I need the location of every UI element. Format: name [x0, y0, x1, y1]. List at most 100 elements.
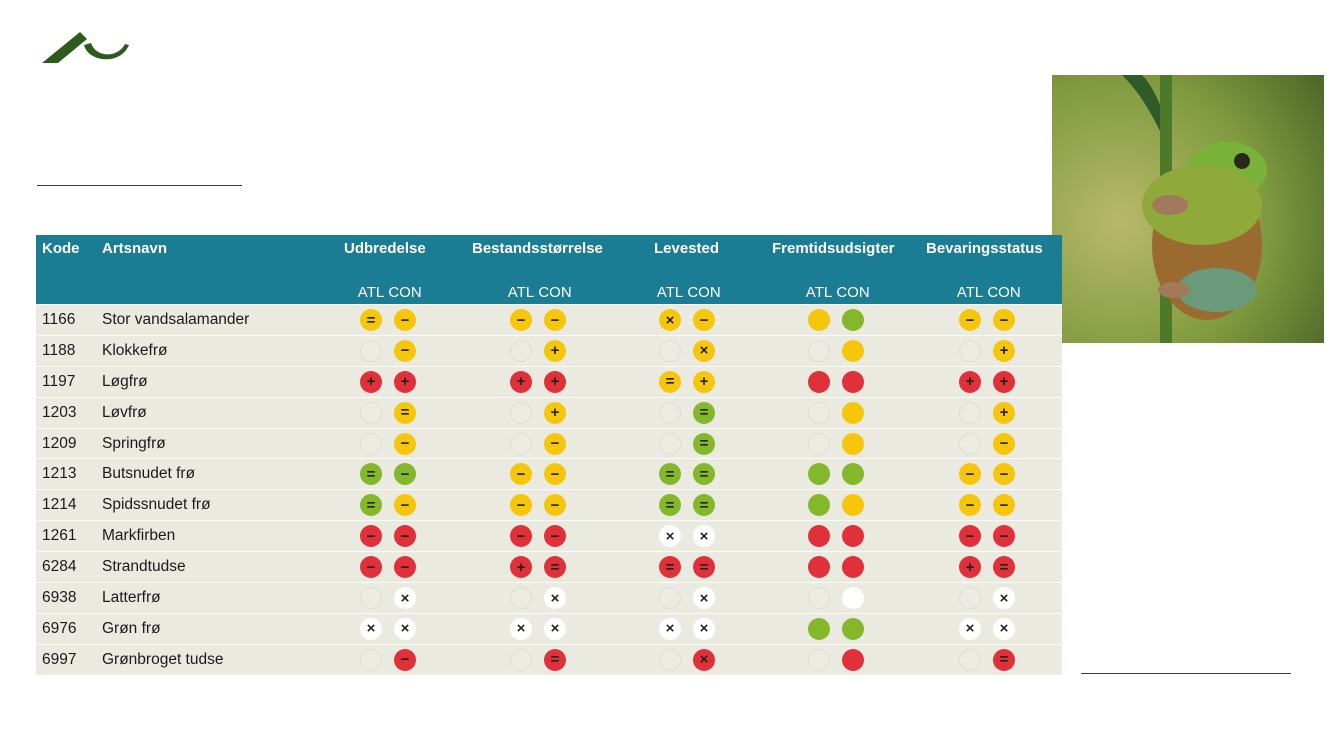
status-dot: [808, 401, 830, 424]
status-dot: +: [360, 370, 382, 393]
header-name: Artsnavn: [102, 240, 168, 257]
status-dot: +: [993, 370, 1015, 393]
subheader-pair: ATL CON: [802, 284, 870, 301]
status-dot: [659, 587, 681, 610]
status-dot: [842, 648, 864, 671]
status-dot: +: [544, 339, 566, 362]
status-dot: [808, 494, 830, 517]
status-dot: [959, 432, 981, 455]
university-logo: [40, 30, 132, 66]
status-dot: [510, 401, 532, 424]
species-code: 6997: [42, 650, 77, 668]
status-dot: =: [693, 463, 715, 486]
status-dot: −: [959, 463, 981, 486]
species-code: 1213: [42, 465, 77, 483]
species-name: Løvfrø: [102, 403, 147, 421]
species-code: 1203: [42, 403, 77, 421]
status-dot: [842, 494, 864, 517]
status-dot: −: [993, 432, 1015, 455]
status-dot: −: [510, 494, 532, 517]
status-dot: ×: [693, 525, 715, 548]
subheader-con: CON: [687, 284, 721, 301]
status-dot: −: [959, 494, 981, 517]
status-dot: −: [993, 494, 1015, 517]
status-dot: −: [394, 556, 416, 579]
status-dot: −: [959, 309, 981, 331]
university-logo-icon: [42, 32, 129, 63]
subheader-con: CON: [836, 284, 870, 301]
status-dot: [808, 648, 830, 671]
status-dot: −: [510, 525, 532, 548]
status-dot: [659, 339, 681, 362]
status-dot: [659, 648, 681, 671]
status-dot: [808, 370, 830, 393]
subheader-pair: ATL CON: [504, 284, 572, 301]
subheader-atl: ATL: [357, 284, 385, 301]
status-dot: [510, 648, 532, 671]
table-body: 1166 Stor vandsalamander = − − − × − − −1188 Klokk…: [36, 304, 1062, 675]
frog-photo: [1052, 75, 1324, 343]
status-dot: +: [993, 401, 1015, 424]
status-dot: [842, 556, 864, 579]
status-dot: ×: [993, 617, 1015, 640]
status-dot: =: [659, 556, 681, 579]
status-dot: [842, 339, 864, 362]
status-dot: +: [510, 556, 532, 579]
species-name: Latterfrø: [102, 589, 161, 607]
status-dot: +: [544, 370, 566, 393]
status-dot: =: [693, 432, 715, 455]
status-dot: [808, 463, 830, 486]
species-code: 1188: [42, 341, 76, 359]
table-row: 6976 Grøn frø × × × × × × × ×: [36, 612, 1062, 644]
status-dot: +: [959, 370, 981, 393]
species-code: 6938: [42, 589, 77, 607]
status-dot: =: [993, 556, 1015, 579]
table-row: 1261 Markfirben − − − − × × − −: [36, 520, 1062, 552]
subheader-atl: ATL: [956, 284, 984, 301]
status-dot: [842, 401, 864, 424]
table-row: 1166 Stor vandsalamander = − − − × − − −: [36, 304, 1062, 335]
status-dot: ×: [360, 617, 382, 640]
status-dot: [360, 432, 382, 455]
status-dot: −: [360, 556, 382, 579]
status-dot: [808, 309, 830, 331]
status-dot: [842, 309, 864, 331]
status-dot: −: [394, 494, 416, 517]
status-dot: −: [959, 525, 981, 548]
status-dot: −: [510, 309, 532, 331]
subheader-con: CON: [538, 284, 572, 301]
header-code: Kode: [42, 240, 80, 257]
status-dot: [959, 648, 981, 671]
status-dot: =: [659, 494, 681, 517]
status-dot: ×: [693, 339, 715, 362]
header-fremtidsudsigter: Fremtidsudsigter: [772, 240, 895, 257]
species-name: Stor vandsalamander: [102, 311, 250, 328]
subheader-con: CON: [388, 284, 422, 301]
status-dot: −: [510, 463, 532, 486]
species-status-table: Kode Artsnavn Udbredelse Bestandsstørrel…: [36, 235, 1062, 675]
header-bevaringsstatus: Bevaringsstatus: [926, 240, 1043, 257]
status-dot: [360, 401, 382, 424]
status-dot: +: [510, 370, 532, 393]
status-dot: =: [693, 494, 715, 517]
subheader-atl: ATL: [656, 284, 684, 301]
status-dot: [842, 370, 864, 393]
species-name: Butsnudet frø: [102, 465, 196, 483]
status-dot: =: [544, 648, 566, 671]
status-dot: [842, 617, 864, 640]
status-dot: [360, 648, 382, 671]
status-dot: −: [394, 648, 416, 671]
status-dot: =: [544, 556, 566, 579]
species-name: Markfirben: [102, 527, 176, 545]
status-dot: −: [360, 525, 382, 548]
status-dot: −: [544, 432, 566, 455]
status-dot: [659, 432, 681, 455]
status-dot: [510, 339, 532, 362]
status-dot: −: [693, 309, 715, 331]
status-dot: [959, 339, 981, 362]
header-levested: Levested: [654, 240, 720, 257]
status-dot: ×: [693, 648, 715, 671]
species-name: Strandtudse: [102, 558, 186, 576]
status-dot: [842, 432, 864, 455]
species-code: 1261: [42, 527, 77, 545]
